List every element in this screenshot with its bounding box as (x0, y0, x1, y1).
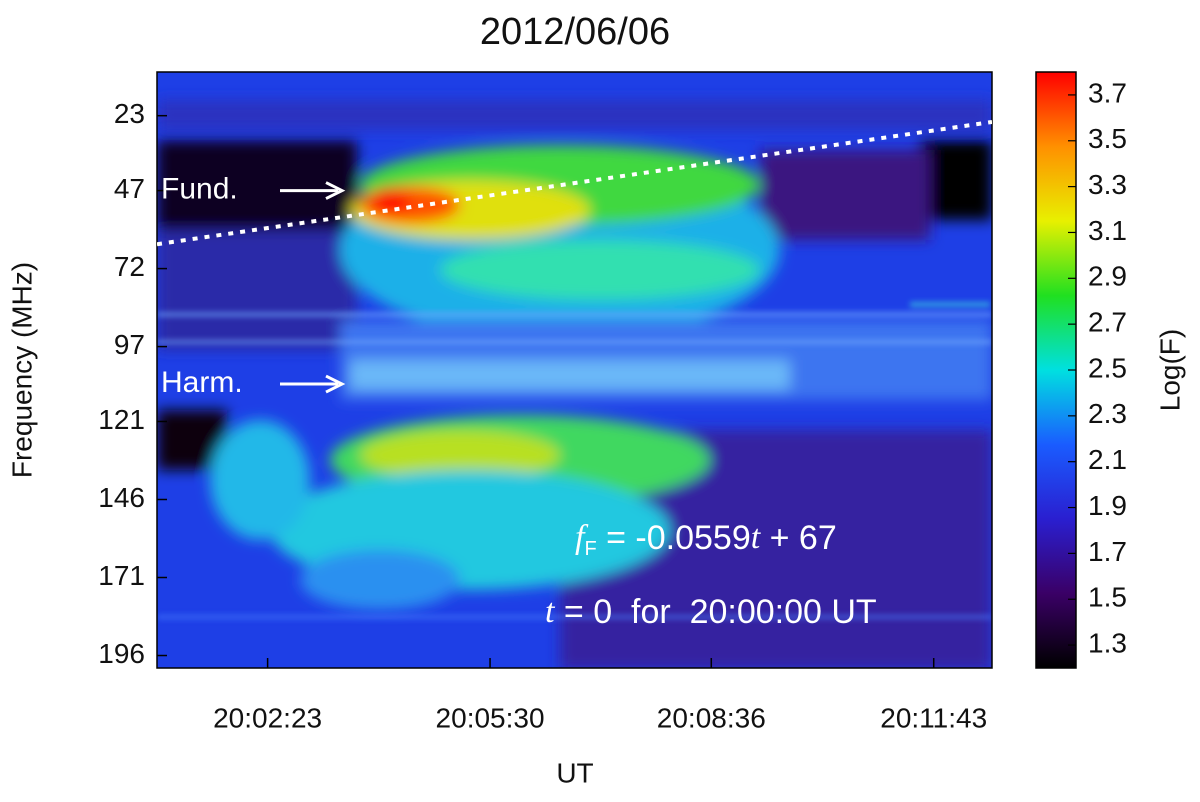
time-note: t = 0 for 20:00:00 UT (545, 593, 877, 631)
marker-arrowhead (325, 374, 346, 394)
colorbar-tick-label: 1.3 (1088, 627, 1127, 658)
colorbar-tick-label: 1.9 (1088, 490, 1127, 521)
colorbar-tick-label: 2.7 (1088, 307, 1127, 338)
colorbar-label: Log(F) (1154, 329, 1185, 411)
x-tick-label: 20:05:30 (436, 702, 545, 733)
time-label-part: = 0 for 20:00:00 UT (554, 593, 876, 631)
chart-title: 2012/06/06 (480, 11, 670, 53)
colorbar-tick-label: 3.1 (1088, 215, 1127, 246)
colorbar-tick-label: 2.5 (1088, 352, 1127, 383)
y-tick-label: 121 (98, 404, 145, 435)
y-tick-label: 146 (98, 482, 145, 513)
marker-arrowhead (325, 181, 346, 200)
colorbar-tick-label: 2.1 (1088, 444, 1127, 475)
fit-equation: fF = -0.0559t + 67 (575, 519, 837, 560)
colorbar-tick-label: 3.5 (1088, 123, 1127, 154)
x-axis-label: UT (556, 757, 593, 788)
x-tick-label: 20:11:43 (880, 702, 987, 733)
y-tick-label: 171 (98, 560, 145, 591)
y-tick-label: 23 (114, 98, 145, 129)
y-tick-label: 72 (114, 251, 145, 282)
fit-label-part: = -0.0559 (597, 519, 751, 557)
x-tick-label: 20:02:23 (213, 702, 322, 733)
colorbar-tick-label: 3.7 (1088, 77, 1127, 108)
time-label-part: t (545, 593, 556, 630)
colorbar-tick-label: 1.7 (1088, 536, 1127, 567)
y-tick-label: 196 (98, 638, 145, 669)
fit-line (157, 119, 992, 247)
colorbar-tick-label: 2.9 (1088, 261, 1127, 292)
fit-label-part: F (584, 538, 596, 560)
fit-label-part: t (751, 519, 762, 556)
y-axis-label: Frequency (MHz) (6, 262, 37, 478)
y-tick-label: 97 (114, 329, 145, 360)
marker-label: Fund. (161, 172, 238, 205)
fit-label-part: + 67 (760, 519, 837, 557)
colorbar-tick-label: 1.5 (1088, 582, 1127, 613)
plot-frame (156, 71, 993, 669)
colorbar-tick-label: 2.3 (1088, 398, 1127, 429)
x-tick-label: 20:08:36 (657, 702, 766, 733)
colorbar-tick-label: 3.3 (1088, 169, 1127, 200)
marker-label: Harm. (161, 366, 243, 399)
spectrogram-image (157, 72, 992, 668)
y-tick-label: 47 (114, 173, 145, 204)
